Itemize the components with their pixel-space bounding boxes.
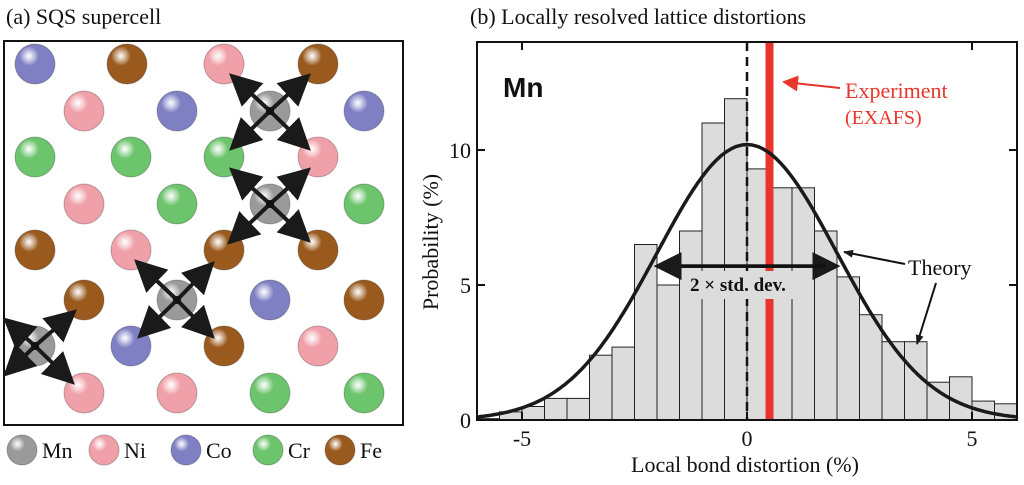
- legend-label: Co: [206, 438, 232, 463]
- legend-item-mn: Mn: [6, 434, 73, 466]
- atom-fe: [106, 43, 148, 85]
- stddev-label-backdrop: [683, 271, 811, 299]
- legend-swatch: [88, 434, 120, 466]
- legend-swatch: [252, 434, 284, 466]
- bond-arrow: [3, 343, 38, 377]
- theory-pointer-arrow-1: [843, 249, 906, 265]
- atom-cr: [343, 183, 385, 225]
- atom-ni: [63, 90, 105, 132]
- histogram-bar: [589, 354, 613, 421]
- atom-cr: [343, 372, 385, 414]
- x-tick-label: -5: [513, 426, 531, 451]
- atom-cr: [14, 136, 56, 178]
- legend-label: Ni: [124, 438, 146, 463]
- atom-co: [14, 43, 56, 85]
- bond-arrow: [33, 344, 75, 385]
- atom-co: [249, 279, 291, 321]
- atom-cr: [156, 183, 198, 225]
- bond-arrow: [229, 167, 272, 206]
- histogram-bar: [881, 341, 905, 421]
- supercell-atoms: [14, 43, 385, 414]
- atom-ni: [63, 183, 105, 225]
- histogram-plot: 2 × std. dev. -5 0 5 0 5 10: [449, 41, 1018, 451]
- y-axis-label: Probability (%): [418, 174, 443, 310]
- legend-swatch: [324, 434, 356, 466]
- bond-center: [266, 107, 274, 115]
- bond-arrow: [268, 167, 311, 206]
- y-tick-label: 0: [460, 408, 471, 433]
- bond-arrow: [227, 202, 272, 245]
- bond-arrow: [175, 261, 215, 302]
- bond-center: [31, 342, 39, 350]
- bond-center: [266, 200, 274, 208]
- experiment-pointer-arrow: [782, 75, 841, 92]
- theory-label: Theory: [908, 255, 972, 280]
- bond-center: [173, 296, 181, 304]
- atom-fe: [343, 279, 385, 321]
- bond-arrow: [229, 109, 272, 151]
- atom-ni: [156, 372, 198, 414]
- histogram-bar: [544, 397, 568, 421]
- atom-co: [343, 90, 385, 132]
- atom-fe: [14, 229, 56, 271]
- histogram-bar: [836, 276, 860, 421]
- bond-arrow: [3, 317, 38, 351]
- experiment-label: Experiment: [845, 78, 948, 103]
- bond-arrow: [175, 298, 215, 339]
- legend-label: Cr: [288, 438, 311, 463]
- histogram-bar: [926, 381, 950, 421]
- legend-label: Fe: [360, 438, 382, 463]
- legend-swatch: [6, 434, 38, 466]
- histogram-bar: [814, 230, 838, 421]
- atom-cr: [249, 372, 291, 414]
- atom-ni: [203, 43, 245, 85]
- panel-b-title: (b) Locally resolved lattice distortions: [470, 4, 806, 29]
- atom-legend: Mn Ni Co Cr Fe: [6, 434, 382, 466]
- stddev-label: 2 × std. dev.: [690, 275, 786, 296]
- legend-item-ni: Ni: [88, 434, 146, 466]
- bond-arrow: [137, 298, 179, 339]
- histogram-bar: [791, 187, 815, 421]
- histogram-bar: [611, 346, 635, 421]
- bond-arrow: [268, 109, 311, 151]
- y-tick-label: 10: [449, 138, 471, 163]
- atom-ni: [297, 325, 339, 367]
- atom-ni: [110, 229, 152, 271]
- legend-item-fe: Fe: [324, 434, 382, 466]
- histogram-bar: [656, 284, 680, 421]
- atom-cr: [110, 136, 152, 178]
- x-tick-label: 5: [967, 426, 978, 451]
- panel-a-title: (a) SQS supercell: [6, 4, 161, 29]
- bond-arrow: [134, 259, 179, 302]
- legend-item-co: Co: [170, 434, 232, 466]
- legend-label: Mn: [42, 438, 73, 463]
- histogram-bar: [679, 230, 703, 421]
- theory-gaussian-curve: [476, 142, 1018, 419]
- legend-item-cr: Cr: [252, 434, 311, 466]
- bond-arrow: [229, 73, 272, 113]
- theory-pointer-arrow-2: [915, 282, 937, 345]
- histogram-bar: [566, 397, 590, 421]
- supercell-frame: [3, 40, 404, 426]
- experiment-line: [765, 42, 774, 420]
- bond-arrow: [268, 202, 311, 243]
- x-axis-label: Local bond distortion (%): [631, 452, 859, 477]
- element-label: Mn: [503, 72, 543, 103]
- x-tick-label: 0: [742, 426, 753, 451]
- bond-arrow: [268, 73, 311, 113]
- y-tick-label: 5: [460, 273, 471, 298]
- experiment-sublabel: (EXAFS): [845, 107, 922, 129]
- legend-swatch: [170, 434, 202, 466]
- supercell-bond-arrows: [3, 73, 311, 385]
- atom-co: [156, 90, 198, 132]
- histogram-bar: [859, 314, 883, 421]
- bond-arrow: [33, 309, 78, 348]
